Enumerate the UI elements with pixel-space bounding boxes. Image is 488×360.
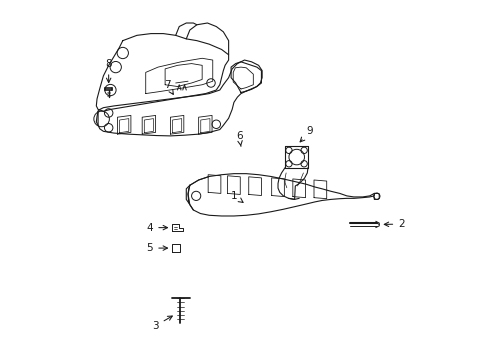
Text: 2: 2 (384, 219, 404, 229)
Text: 7: 7 (164, 80, 173, 94)
Text: 6: 6 (235, 131, 242, 147)
Text: 9: 9 (300, 126, 313, 142)
Text: 3: 3 (152, 316, 172, 331)
Text: 4: 4 (146, 222, 167, 233)
Text: 1: 1 (230, 191, 243, 202)
Text: 5: 5 (146, 243, 167, 253)
Text: 8: 8 (105, 59, 112, 82)
